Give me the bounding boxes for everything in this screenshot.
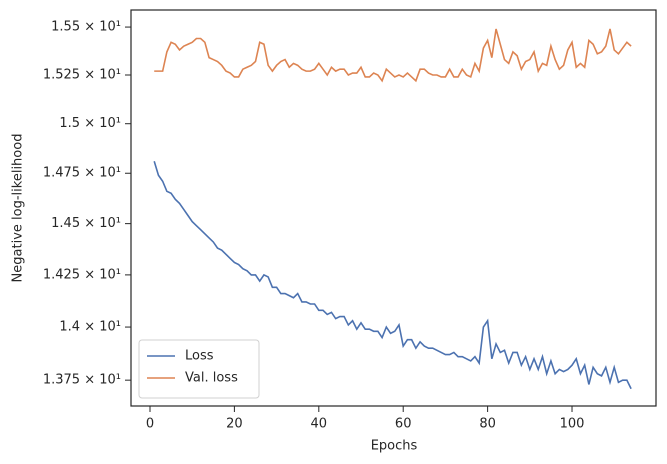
legend-label: Val. loss xyxy=(185,371,238,386)
y-tick-label: 1.45 × 10¹ xyxy=(51,216,121,231)
y-axis-label: Negative log-likelihood xyxy=(11,134,26,283)
x-tick-label: 80 xyxy=(479,417,496,432)
legend-label: Loss xyxy=(185,349,214,364)
legend-box xyxy=(138,339,260,399)
x-tick-label: 100 xyxy=(560,417,585,432)
plot-frame xyxy=(130,9,657,407)
y-tick-label: 1.5 × 10¹ xyxy=(59,116,121,131)
x-tick-label: 0 xyxy=(146,417,154,432)
x-tick-label: 20 xyxy=(226,417,243,432)
line-series xyxy=(154,28,632,83)
y-tick-label: 1.375 × 10¹ xyxy=(43,373,121,388)
y-tick-label: 1.475 × 10¹ xyxy=(43,166,121,181)
y-tick-label: 1.55 × 10¹ xyxy=(51,20,121,35)
x-tick-label: 60 xyxy=(395,417,412,432)
y-tick-label: 1.425 × 10¹ xyxy=(43,267,121,282)
y-tick-label: 1.4 × 10¹ xyxy=(59,320,121,335)
line-series xyxy=(153,161,632,390)
y-tick-label: 1.525 × 10¹ xyxy=(43,67,121,82)
x-tick-label: 40 xyxy=(311,417,328,432)
x-axis-label: Epochs xyxy=(371,439,418,454)
